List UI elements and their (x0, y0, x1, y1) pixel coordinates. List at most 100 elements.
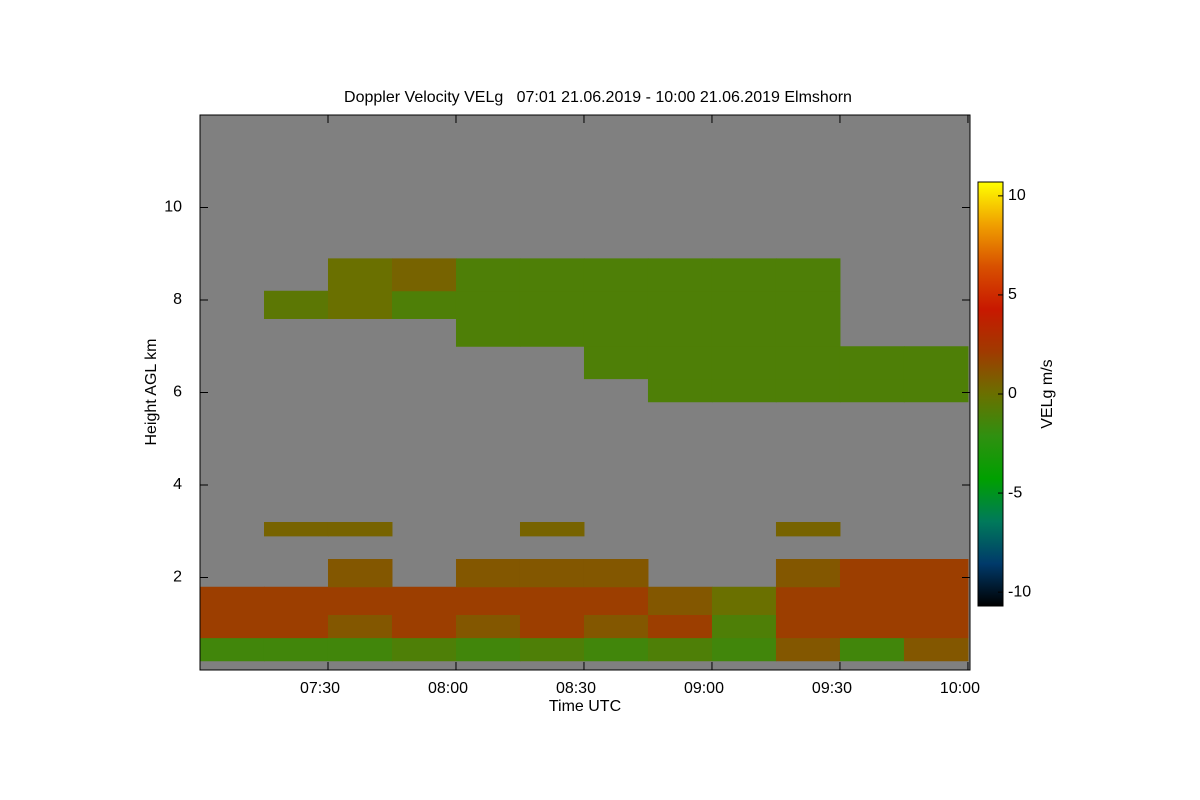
heatmap-cell (391, 290, 457, 319)
heatmap-cell (583, 258, 649, 292)
heatmap-cell (647, 258, 713, 292)
heatmap-cell (903, 559, 969, 588)
heatmap-cell (519, 290, 585, 319)
x-axis-label: Time UTC (549, 698, 621, 715)
heatmap-cell (775, 614, 841, 639)
heatmap-cell (455, 318, 521, 347)
y-tick-label: 2 (173, 569, 182, 586)
heatmap-cell (583, 614, 649, 639)
heatmap-cell (391, 586, 457, 615)
chart-title: Doppler Velocity VELg 07:01 21.06.2019 -… (344, 89, 852, 106)
heatmap-cell (519, 637, 585, 662)
heatmap-cell (839, 559, 905, 588)
heatmap-cell (647, 378, 713, 403)
heatmap-cell (711, 258, 777, 292)
heatmap-cell (647, 346, 713, 380)
heatmap-cell (519, 614, 585, 639)
heatmap-cell (519, 559, 585, 588)
y-tick-label: 10 (164, 199, 182, 216)
heatmap-cell (263, 290, 329, 319)
heatmap-cell (519, 586, 585, 615)
heatmap-cell (327, 637, 393, 662)
y-tick-label: 6 (173, 384, 182, 401)
heatmap-cell (839, 614, 905, 639)
heatmap-cell (711, 290, 777, 319)
x-tick-label: 08:30 (556, 680, 596, 697)
heatmap-cell (327, 258, 393, 292)
heatmap-cell (839, 586, 905, 615)
colorbar-tick-label: 0 (1008, 385, 1017, 402)
x-tick-label: 08:00 (428, 680, 468, 697)
heatmap-cell (775, 258, 841, 292)
heatmap-cell (455, 637, 521, 662)
heatmap-cell (263, 637, 329, 662)
heatmap-cell (775, 346, 841, 380)
heatmap-cell (647, 637, 713, 662)
x-tick-label: 09:00 (684, 680, 724, 697)
heatmap-cell (200, 586, 265, 615)
heatmap-cell (711, 586, 777, 615)
heatmap-cell (775, 559, 841, 588)
heatmap-cell (839, 637, 905, 662)
colorbar-tick-label: 10 (1008, 187, 1026, 204)
colorbar-label: VELg m/s (1039, 359, 1056, 428)
heatmap-cell (519, 258, 585, 292)
heatmap-cell (647, 586, 713, 615)
heatmap-cell (327, 586, 393, 615)
heatmap-cell (775, 290, 841, 319)
heatmap-cell (711, 614, 777, 639)
heatmap-cell (327, 522, 393, 537)
heatmap-cell (455, 614, 521, 639)
heatmap-cell (263, 522, 329, 537)
y-tick-label: 4 (173, 476, 182, 493)
colorbar-tick-label: 5 (1008, 286, 1017, 303)
heatmap-cell (455, 258, 521, 292)
heatmap-cell (839, 346, 905, 380)
heatmap-cell (327, 559, 393, 588)
heatmap-cell (583, 559, 649, 588)
heatmap-cell (647, 290, 713, 319)
heatmap-cell (455, 559, 521, 588)
x-tick-label: 09:30 (812, 680, 852, 697)
heatmap-cell (903, 378, 969, 403)
y-axis-label: Height AGL km (143, 338, 160, 445)
heatmap-cell (839, 378, 905, 403)
heatmap-cell (711, 318, 777, 347)
heatmap-cell (391, 258, 457, 292)
heatmap-cell (583, 290, 649, 319)
heatmap-cell (903, 346, 969, 380)
y-tick-label: 8 (173, 291, 182, 308)
heatmap-cell (200, 637, 265, 662)
heatmap-cell (519, 522, 585, 537)
x-tick-label: 10:00 (940, 680, 980, 697)
heatmap-cell (327, 614, 393, 639)
colorbar-tick-label: -10 (1008, 583, 1031, 600)
heatmap-cell (583, 637, 649, 662)
heatmap-cell (200, 614, 265, 639)
heatmap-cell (711, 637, 777, 662)
heatmap-cell (711, 378, 777, 403)
heatmap-cell (711, 346, 777, 380)
colorbar-tick-label: -5 (1008, 484, 1022, 501)
heatmap-cell (647, 318, 713, 347)
heatmap-cell (391, 614, 457, 639)
heatmap-cell (903, 614, 969, 639)
heatmap-cell (519, 318, 585, 347)
heatmap-cell (455, 586, 521, 615)
heatmap-cell (647, 614, 713, 639)
heatmap-cell (263, 586, 329, 615)
x-tick-label: 07:30 (300, 680, 340, 697)
heatmap-cell (775, 318, 841, 347)
heatmap-cell (583, 586, 649, 615)
heatmap-cell (775, 522, 841, 537)
heatmap-cell (775, 586, 841, 615)
heatmap-cell (583, 318, 649, 347)
heatmap-cell (775, 378, 841, 403)
heatmap-cell (455, 290, 521, 319)
heatmap-cell (327, 290, 393, 319)
heatmap-cell (391, 637, 457, 662)
heatmap-cell (263, 614, 329, 639)
heatmap-cell (775, 637, 841, 662)
heatmap-cell (903, 637, 969, 662)
